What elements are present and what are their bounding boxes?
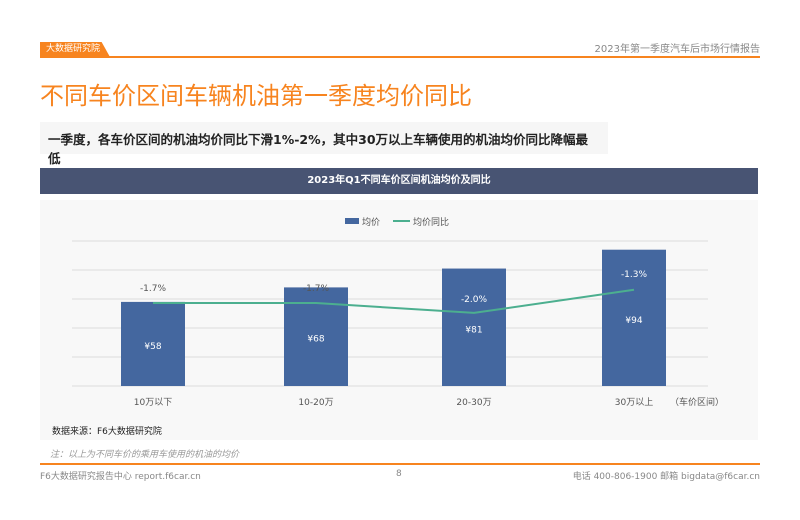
bar-value-label: ¥94 [625,316,642,326]
summary-text: 一季度，各车价区间的机油均价同比下滑1%-2%，其中30万以上车辆使用的机油均价… [40,122,608,166]
footer-contact: 电话 400-806-1900 邮箱 bigdata@f6car.cn [572,472,760,482]
line-series [153,288,635,314]
page-title: 不同车价区间车辆机油第一季度均价同比 [40,82,472,110]
x-tick-label: 10万以下 [134,398,172,408]
x-axis-label: （车价区间） [670,396,724,408]
legend-line-label: 均价同比 [413,216,449,228]
line-value-label: -2.0% [461,295,488,305]
footer-divider [40,463,760,465]
brand-logo: 大数据研究院 [40,42,110,57]
report-title: 2023年第一季度汽车后市场行情报告 [594,44,760,55]
bar-value-label: ¥68 [307,335,324,345]
page-number: 8 [396,469,402,479]
legend-bar-label: 均价 [362,216,380,228]
bar [602,249,666,386]
line-value-label: -1.7% [303,284,330,294]
footer-left: F6大数据研究报告中心 report.f6car.cn [40,472,201,482]
line-value-label: -1.3% [621,270,648,280]
chart-title: 2023年Q1不同车价区间机油均价及同比 [40,168,758,194]
bar-value-label: ¥58 [144,342,161,352]
legend-bar-swatch [345,218,359,224]
footnote: 注：以上为不同车价的乘用车使用的机油的均价 [50,450,240,460]
header-divider [40,56,760,58]
bar [442,268,506,386]
x-tick-label: 20-30万 [456,398,491,408]
line-value-label: -1.7% [140,284,167,294]
x-tick-label: 10-20万 [298,398,333,408]
bar [121,301,185,386]
bar-value-label: ¥81 [465,325,482,335]
data-source: 数据来源：F6大数据研究院 [52,427,162,437]
x-tick-label: 30万以上 [615,397,653,408]
